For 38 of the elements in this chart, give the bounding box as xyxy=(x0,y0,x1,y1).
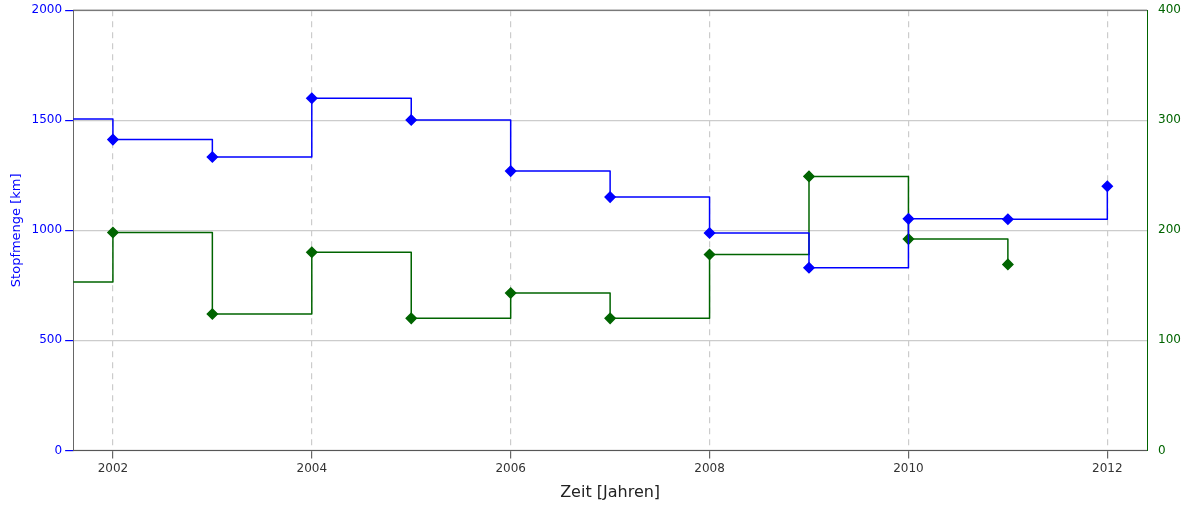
point xyxy=(206,308,219,320)
x-tick-label: 2008 xyxy=(694,460,725,475)
point xyxy=(504,287,517,299)
y2-tick-label: 300 xyxy=(1158,112,1181,127)
x-tick-label: 2002 xyxy=(97,460,129,475)
y-axis-title: Stopfmenge [km] xyxy=(8,173,24,288)
point xyxy=(306,246,318,259)
point xyxy=(803,170,815,183)
point xyxy=(405,114,417,126)
point xyxy=(504,165,517,177)
y-tick-label: 1500 xyxy=(31,112,63,127)
x-axis-title: Zeit [Jahren] xyxy=(560,481,661,501)
y-tick-label: 1000 xyxy=(31,222,63,237)
point xyxy=(405,312,417,325)
point xyxy=(107,133,119,146)
y-tick-label: 2000 xyxy=(31,2,63,17)
y2-tick-label: 100 xyxy=(1158,332,1181,347)
point xyxy=(306,92,318,104)
y2-tick-label: 0 xyxy=(1158,442,1166,457)
point xyxy=(1002,213,1014,226)
x-tick-label: 2010 xyxy=(893,460,924,475)
y2-tick-label: 400 xyxy=(1158,2,1181,17)
y2-tick-label: 200 xyxy=(1158,222,1181,237)
point xyxy=(107,226,119,239)
point xyxy=(703,248,716,261)
point xyxy=(1002,258,1014,271)
point xyxy=(206,151,219,163)
point xyxy=(902,213,915,225)
point xyxy=(703,227,716,239)
x-tick-label: 2012 xyxy=(1092,460,1123,475)
x-tick-label: 2004 xyxy=(296,460,328,475)
y-tick-label: 0 xyxy=(54,442,63,457)
x-tick-label: 2006 xyxy=(495,460,526,475)
point xyxy=(803,261,815,274)
point xyxy=(1101,180,1114,193)
point xyxy=(604,312,616,325)
y-tick-label: 500 xyxy=(39,332,63,347)
point xyxy=(604,191,616,203)
